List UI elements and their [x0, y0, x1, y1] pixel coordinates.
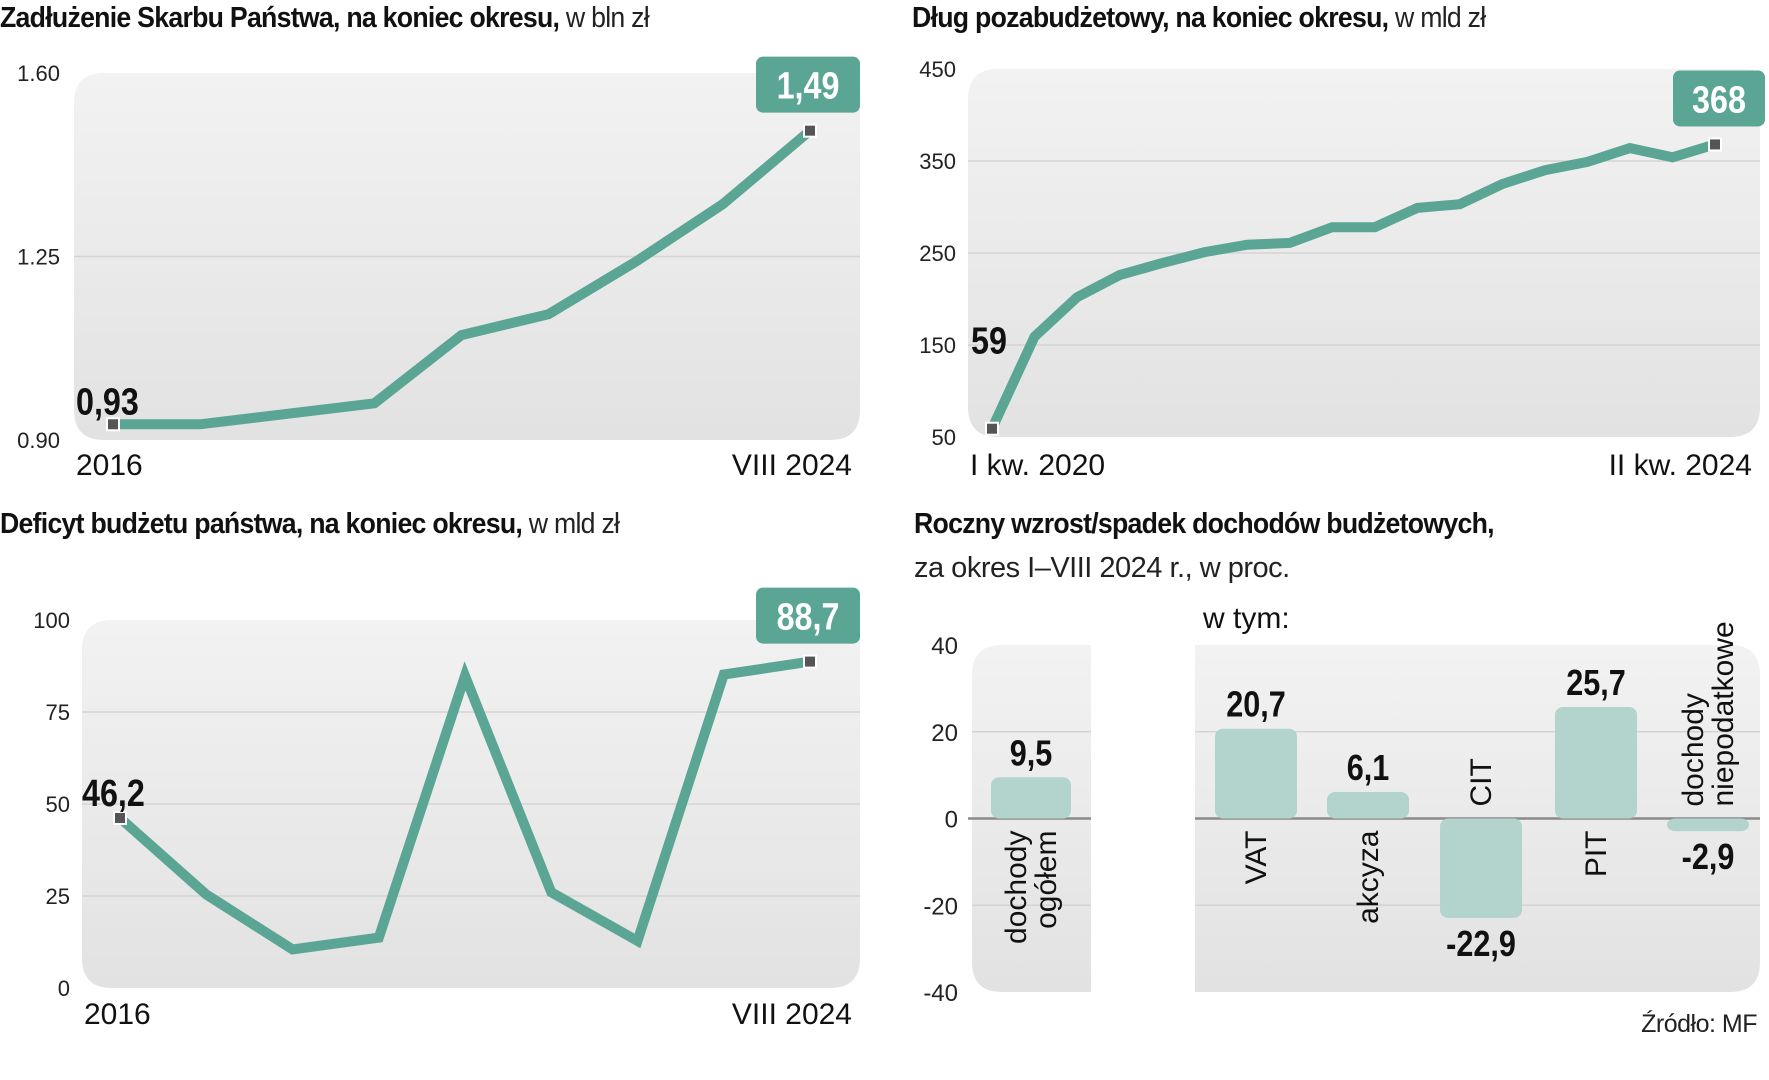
chart4-category-2-category-label: CIT	[1465, 758, 1498, 806]
chart3-x-axis-start-label: 2016	[84, 998, 151, 1031]
chart1-marker	[805, 125, 815, 136]
chart2-last-value-label: 368	[1692, 79, 1746, 121]
chart2-first-value-label: 59	[971, 320, 1007, 362]
chart2-ytick-label: 450	[919, 57, 956, 82]
chart4-category-1-value-label: 6,1	[1347, 749, 1390, 789]
chart4-group-label: w tym:	[1202, 602, 1290, 635]
chart4-category-3-value-label: 25,7	[1566, 664, 1626, 704]
chart4-total-category-label: dochody	[1000, 831, 1033, 944]
chart1-unit: w bln zł	[565, 2, 650, 34]
chart4-category-4-category-label: niepodatkowe	[1707, 621, 1740, 806]
chart4-ytick-label: 40	[931, 633, 958, 660]
chart4-category-1-category-label: akcyza	[1352, 830, 1385, 924]
chart4-category-0-category-label: VAT	[1240, 831, 1273, 885]
chart2-title-text: Dług pozabudżetowy, na koniec okresu,	[912, 2, 1389, 34]
chart4-title-text: Roczny wzrost/spadek dochodów budżetowyc…	[914, 508, 1495, 540]
chart1-first-value-label: 0,93	[76, 381, 139, 423]
chart1-last-value-label: 1,49	[777, 65, 840, 107]
chart2-ytick-label: 150	[919, 333, 956, 358]
chart2-marker	[1710, 139, 1720, 150]
chart3-marker	[805, 656, 815, 667]
chart3-marker	[115, 812, 125, 823]
chart2-last-value-box	[1673, 70, 1765, 127]
chart4-category-2-value-label: -22,9	[1446, 925, 1516, 965]
chart3-unit: w mld zł	[528, 508, 620, 540]
chart4-category-3-bar	[1555, 707, 1637, 819]
chart4-ytick-label: 20	[931, 720, 958, 747]
chart4-category-4-category-label: dochody	[1677, 693, 1710, 806]
chart2-ytick-label: 350	[919, 149, 956, 174]
chart1-ytick-label: 1.60	[17, 61, 60, 86]
source-note: Źródło: MF	[1641, 1010, 1757, 1038]
chart3-ytick-label: 100	[33, 608, 70, 633]
chart2-x-axis-start-label: I kw. 2020	[970, 449, 1105, 482]
chart1-title: Zadłużenie Skarbu Państwa, na koniec okr…	[0, 2, 650, 35]
chart4-category-2-bar	[1440, 818, 1522, 918]
chart2-series-line	[987, 139, 1717, 431]
chart4-category-4-bar	[1667, 818, 1749, 832]
chart4-ytick-label: -20	[923, 893, 958, 920]
chart3-ytick-label: 75	[46, 700, 70, 725]
chart1-ytick-label: 0.90	[17, 428, 60, 453]
chart3-title-text: Deficyt budżetu państwa, na koniec okres…	[0, 508, 523, 540]
chart1-title-text: Zadłużenie Skarbu Państwa, na koniec okr…	[0, 2, 560, 34]
chart2-ytick-label: 250	[919, 241, 956, 266]
chart4-category-4-value-label: -2,9	[1682, 838, 1735, 878]
chart4-total-bar	[991, 777, 1071, 819]
chart4-title: Roczny wzrost/spadek dochodów budżetowyc…	[914, 508, 1495, 541]
chart1-x-axis-start-label: 2016	[76, 449, 143, 482]
chart4-subtitle: za okres I–VIII 2024 r., w proc.	[914, 552, 1290, 584]
chart4-ytick-label: 0	[945, 807, 958, 834]
chart3-last-value-label: 88,7	[777, 596, 840, 638]
chart2-x-axis-end-label: II kw. 2024	[1609, 449, 1752, 482]
chart2-title: Dług pozabudżetowy, na koniec okresu, w …	[912, 2, 1486, 35]
chart3-title: Deficyt budżetu państwa, na koniec okres…	[0, 508, 620, 541]
chart1-x-axis-end-label: VIII 2024	[732, 449, 852, 482]
chart4-category-0-value-label: 20,7	[1226, 685, 1286, 725]
chart3-ytick-label: 0	[58, 976, 70, 1001]
chart4-total-category-label: ogółem	[1030, 831, 1063, 929]
chart1-marker	[108, 419, 118, 430]
chart4-total-value-label: 9,5	[1010, 734, 1053, 774]
chart2-marker	[987, 423, 997, 434]
chart4-category-3-category-label: PIT	[1580, 831, 1613, 878]
chart4-category-1-bar	[1327, 792, 1409, 819]
chart2-ytick-label: 50	[932, 425, 956, 450]
chart3-ytick-label: 50	[46, 792, 70, 817]
chart3-x-axis-end-label: VIII 2024	[732, 998, 852, 1031]
chart3-last-value-box	[756, 587, 860, 644]
chart3-ytick-label: 25	[46, 884, 70, 909]
chart4-category-0-bar	[1215, 728, 1297, 819]
chart1-last-value-box	[756, 56, 860, 113]
chart4-ytick-label: -40	[923, 980, 958, 1007]
chart2-unit: w mld zł	[1395, 2, 1486, 34]
chart1-ytick-label: 1.25	[17, 245, 60, 270]
chart3-first-value-label: 46,2	[82, 773, 145, 815]
